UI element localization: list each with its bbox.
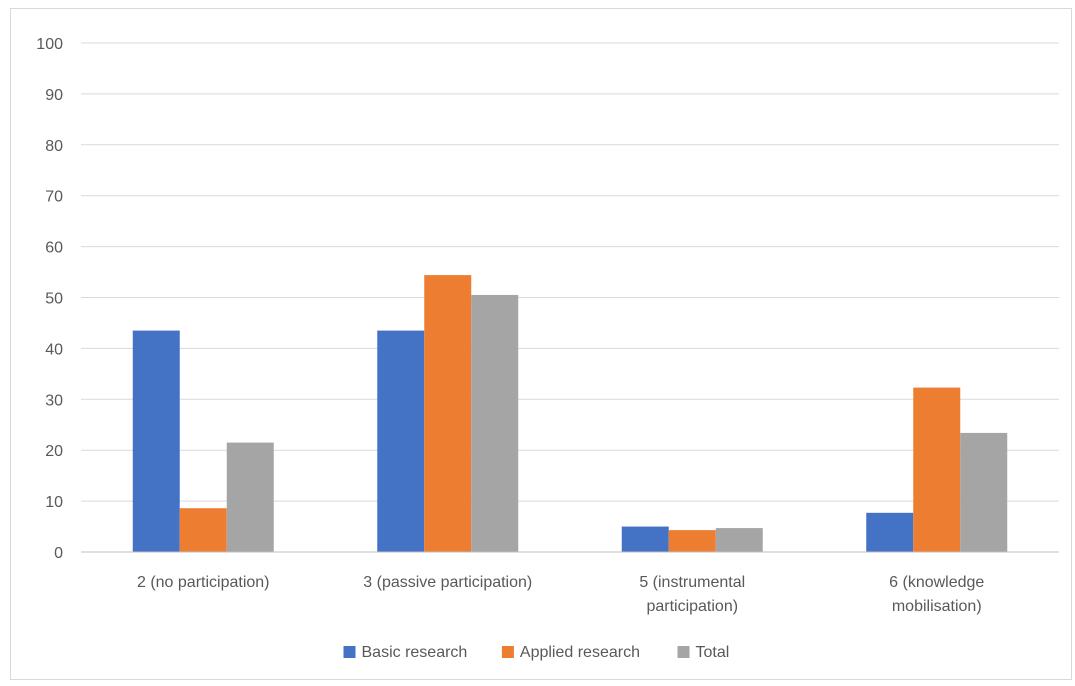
y-tick-label: 70 xyxy=(45,189,63,206)
x-axis-labels: 2 (no participation) 3 (passive participa… xyxy=(137,574,984,615)
x-tick-label: 6 (knowledge xyxy=(889,574,984,591)
bar-total xyxy=(226,442,274,552)
bar-basic-research xyxy=(377,330,425,552)
y-tick-label: 40 xyxy=(45,341,63,358)
x-tick-label: 5 (instrumental xyxy=(639,574,745,591)
bar-applied-research xyxy=(424,275,472,552)
bar-applied-research xyxy=(668,530,716,552)
legend-swatch xyxy=(501,646,514,658)
bar-total xyxy=(960,432,1008,552)
bar-basic-research xyxy=(866,512,914,552)
bars xyxy=(132,275,1008,552)
bar-applied-research xyxy=(179,508,227,552)
y-tick-label: 30 xyxy=(45,392,63,409)
y-tick-label: 50 xyxy=(45,291,63,308)
bar-basic-research xyxy=(621,526,669,552)
x-tick-label: participation) xyxy=(646,598,738,615)
legend-label: Applied research xyxy=(520,644,640,661)
x-tick-label: 2 (no participation) xyxy=(137,574,270,591)
bar-basic-research xyxy=(132,330,180,552)
bar-total xyxy=(715,528,763,552)
bar-total xyxy=(471,294,519,552)
chart-frame: 0 10 20 30 40 50 60 70 80 90 100 2 (no participati… xyxy=(10,8,1072,680)
x-tick-label: mobilisation) xyxy=(892,598,982,615)
bar-chart: 0 10 20 30 40 50 60 70 80 90 100 2 (no participati… xyxy=(36,36,1059,661)
y-tick-label: 90 xyxy=(45,87,63,104)
gridlines xyxy=(81,42,1059,502)
bar-applied-research xyxy=(913,387,961,552)
y-tick-label: 0 xyxy=(54,545,63,562)
x-tick-label: 3 (passive participation) xyxy=(363,574,532,591)
y-axis-ticks: 0 10 20 30 40 50 60 70 80 90 100 xyxy=(36,36,63,562)
legend-swatch xyxy=(677,646,690,658)
y-tick-label: 10 xyxy=(45,494,63,511)
legend-swatch xyxy=(343,646,356,658)
y-tick-label: 100 xyxy=(36,36,63,53)
y-tick-label: 60 xyxy=(45,240,63,257)
legend-label: Total xyxy=(696,644,730,661)
legend: Basic research Applied research Total xyxy=(343,644,730,661)
y-tick-label: 80 xyxy=(45,138,63,155)
y-tick-label: 20 xyxy=(45,443,63,460)
legend-label: Basic research xyxy=(362,644,468,661)
